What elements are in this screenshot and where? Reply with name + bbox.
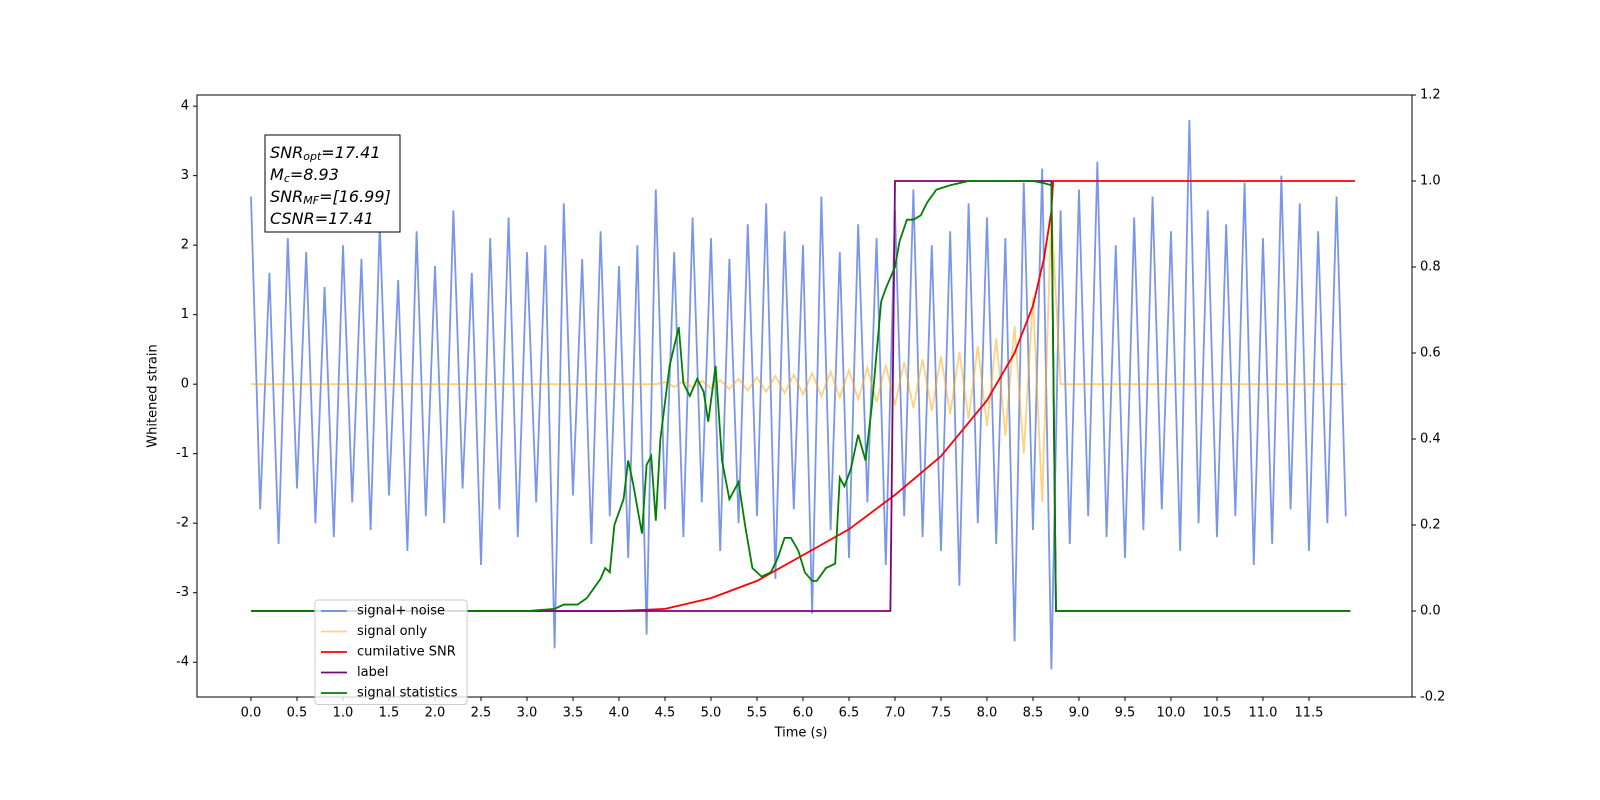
x-tick-label: 4.0	[609, 706, 630, 721]
x-tick-label: 8.0	[977, 706, 998, 721]
x-tick-label: 6.5	[839, 706, 860, 721]
y-axis-label: Whitened strain	[146, 344, 161, 447]
x-tick-label: 8.5	[1023, 706, 1044, 721]
x-tick-label: 3.0	[517, 706, 538, 721]
legend-label: signal+ noise	[357, 604, 445, 619]
legend-label: cumilative SNR	[357, 645, 456, 660]
annotation: SNRMF=[16.99]	[270, 187, 391, 208]
y-tick-label: 0	[181, 377, 189, 392]
x-tick-label: 5.0	[701, 706, 722, 721]
y2-tick-label: 1.2	[1420, 88, 1441, 103]
plot-frame	[196, 94, 1413, 698]
legend-label: label	[357, 665, 388, 680]
y-tick-label: 4	[181, 99, 189, 114]
x-tick-label: 1.5	[379, 706, 400, 721]
annotation-sub: MF	[303, 194, 319, 207]
annotation-rest: =[16.99]	[319, 187, 391, 206]
x-tick-label: 5.5	[747, 706, 768, 721]
annotation-main: M	[270, 165, 284, 184]
annotation-rest: =17.41	[321, 143, 380, 162]
annotation-sub: c	[284, 172, 290, 185]
legend-label: signal only	[357, 624, 427, 639]
annotation-box	[264, 134, 401, 233]
y-tick-label: -3	[176, 585, 189, 600]
annotation-sub: opt	[303, 150, 322, 163]
y-tick-label: -4	[176, 655, 189, 670]
y2-tick-label: -0.2	[1420, 690, 1445, 705]
x-tick-label: 0.0	[241, 706, 262, 721]
annotation: CSNR=17.41	[270, 209, 374, 228]
annotation-main: SNR	[270, 143, 303, 162]
x-tick-label: 11.5	[1294, 706, 1323, 721]
y2-tick-label: 0.6	[1420, 346, 1441, 361]
x-tick-label: 7.5	[931, 706, 952, 721]
x-tick-label: 10.5	[1202, 706, 1231, 721]
annotation-main: CSNR	[270, 209, 315, 228]
annotation-rest: =8.93	[290, 165, 339, 184]
y2-tick-label: 0.8	[1420, 260, 1441, 275]
y-tick-label: -2	[176, 516, 189, 531]
x-axis-label: Time (s)	[774, 726, 828, 741]
y2-tick-label: 0.0	[1420, 604, 1441, 619]
x-tick-label: 3.5	[563, 706, 584, 721]
y2-tick-label: 1.0	[1420, 174, 1441, 189]
series-line	[251, 210, 1346, 503]
y-tick-label: 2	[181, 238, 189, 253]
annotation: SNRopt=17.41	[270, 143, 381, 164]
annotation-main: SNR	[270, 187, 303, 206]
y2-tick-label: 0.4	[1420, 432, 1441, 447]
x-tick-label: 1.0	[333, 706, 354, 721]
x-tick-label: 10.0	[1156, 706, 1185, 721]
x-tick-label: 0.5	[287, 706, 308, 721]
y-tick-label: 1	[181, 307, 189, 322]
x-tick-label: 11.0	[1248, 706, 1277, 721]
x-tick-label: 6.0	[793, 706, 814, 721]
annotation-rest: =17.41	[315, 209, 374, 228]
series-line	[250, 120, 1347, 670]
x-tick-label: 9.5	[1115, 706, 1136, 721]
x-tick-label: 9.0	[1069, 706, 1090, 721]
legend-label: signal statistics	[357, 686, 458, 701]
annotation: Mc=8.93	[270, 165, 339, 186]
y2-tick-label: 0.2	[1420, 518, 1441, 533]
y-tick-label: -1	[176, 446, 189, 461]
series-line	[251, 180, 1355, 612]
x-tick-label: 2.0	[425, 706, 446, 721]
x-tick-label: 7.0	[885, 706, 906, 721]
x-tick-label: 2.5	[471, 706, 492, 721]
series-line	[251, 180, 1351, 612]
y-tick-label: 3	[181, 168, 189, 183]
x-tick-label: 4.5	[655, 706, 676, 721]
legend-box	[314, 599, 468, 705]
